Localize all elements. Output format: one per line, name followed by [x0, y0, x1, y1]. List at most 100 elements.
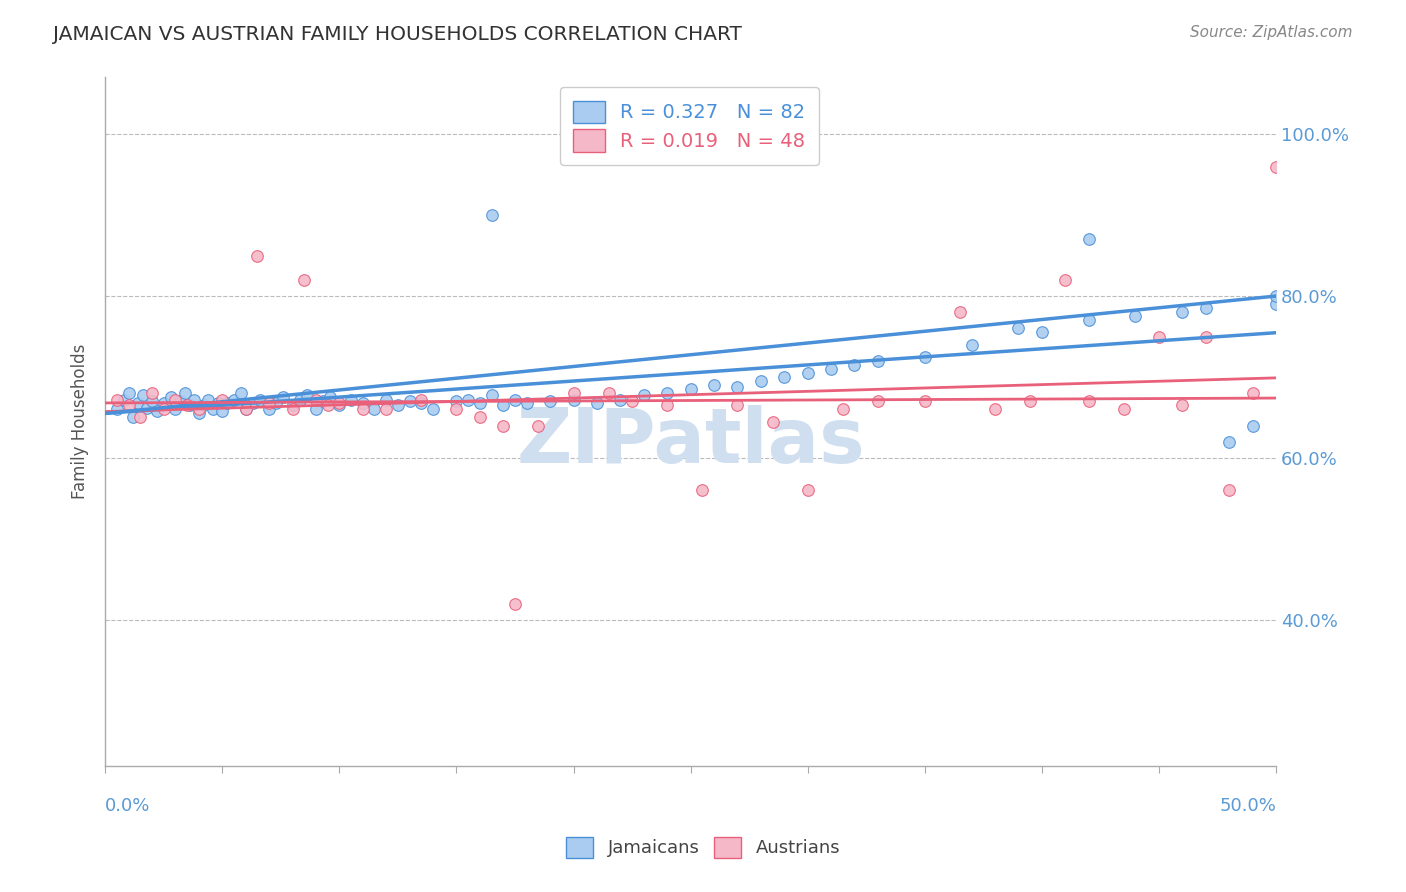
Point — [179, 398, 201, 412]
Point — [468, 410, 491, 425]
Point — [1171, 398, 1194, 412]
Point — [446, 394, 468, 409]
Point — [242, 396, 264, 410]
Point — [165, 392, 187, 407]
Point — [481, 208, 503, 222]
Point — [1019, 394, 1042, 409]
Point — [725, 380, 748, 394]
Point — [690, 483, 713, 498]
Point — [633, 388, 655, 402]
Point — [105, 402, 128, 417]
Point — [141, 394, 163, 409]
Point — [1218, 483, 1240, 498]
Point — [112, 392, 135, 407]
Point — [481, 388, 503, 402]
Point — [1171, 305, 1194, 319]
Point — [281, 402, 304, 417]
Point — [340, 392, 363, 407]
Point — [914, 394, 936, 409]
Point — [211, 392, 233, 407]
Point — [422, 402, 444, 417]
Point — [527, 418, 550, 433]
Point — [411, 392, 433, 407]
Point — [984, 402, 1007, 417]
Point — [866, 354, 889, 368]
Point — [457, 392, 479, 407]
Point — [796, 483, 818, 498]
Point — [621, 394, 644, 409]
Point — [288, 392, 311, 407]
Point — [1007, 321, 1029, 335]
Point — [305, 392, 328, 407]
Point — [145, 404, 167, 418]
Point — [295, 388, 318, 402]
Point — [914, 350, 936, 364]
Point — [1195, 301, 1218, 316]
Point — [316, 398, 339, 412]
Point — [193, 398, 215, 412]
Point — [183, 392, 205, 407]
Point — [141, 386, 163, 401]
Point — [328, 398, 350, 412]
Point — [375, 392, 398, 407]
Point — [187, 402, 209, 417]
Point — [657, 398, 679, 412]
Point — [257, 396, 280, 410]
Point — [281, 398, 304, 412]
Point — [1218, 434, 1240, 449]
Point — [562, 386, 585, 401]
Point — [122, 410, 145, 425]
Point — [319, 390, 342, 404]
Point — [105, 392, 128, 407]
Point — [165, 402, 187, 417]
Point — [1031, 326, 1053, 340]
Point — [235, 402, 257, 417]
Point — [586, 396, 609, 410]
Point — [538, 394, 561, 409]
Point — [503, 597, 526, 611]
Point — [503, 392, 526, 407]
Point — [328, 396, 350, 410]
Point — [1265, 289, 1288, 303]
Y-axis label: Family Households: Family Households — [72, 343, 89, 500]
Point — [831, 402, 853, 417]
Point — [197, 392, 219, 407]
Point — [129, 410, 152, 425]
Point — [796, 366, 818, 380]
Point — [131, 388, 153, 402]
Point — [703, 378, 725, 392]
Point — [117, 398, 139, 412]
Point — [136, 401, 159, 415]
Point — [446, 402, 468, 417]
Point — [201, 402, 224, 417]
Point — [207, 396, 229, 410]
Point — [246, 249, 269, 263]
Point — [152, 396, 174, 410]
Point — [249, 392, 271, 407]
Point — [749, 374, 772, 388]
Point — [844, 358, 866, 372]
Point — [773, 370, 796, 384]
Point — [159, 390, 181, 404]
Point — [411, 396, 433, 410]
Point — [387, 398, 409, 412]
Point — [1077, 313, 1099, 327]
Point — [229, 386, 252, 401]
Point — [1125, 310, 1147, 324]
Point — [725, 398, 748, 412]
Point — [215, 396, 238, 410]
Point — [257, 402, 280, 417]
Point — [222, 392, 245, 407]
Point — [352, 402, 374, 417]
Legend: Jamaicans, Austrians: Jamaicans, Austrians — [557, 828, 849, 867]
Point — [761, 415, 783, 429]
Point — [312, 394, 335, 409]
Point — [271, 390, 294, 404]
Point — [152, 402, 174, 417]
Point — [1054, 273, 1077, 287]
Text: 50.0%: 50.0% — [1219, 797, 1277, 814]
Point — [1265, 297, 1288, 311]
Point — [1241, 386, 1264, 401]
Point — [492, 418, 515, 433]
Point — [264, 396, 287, 410]
